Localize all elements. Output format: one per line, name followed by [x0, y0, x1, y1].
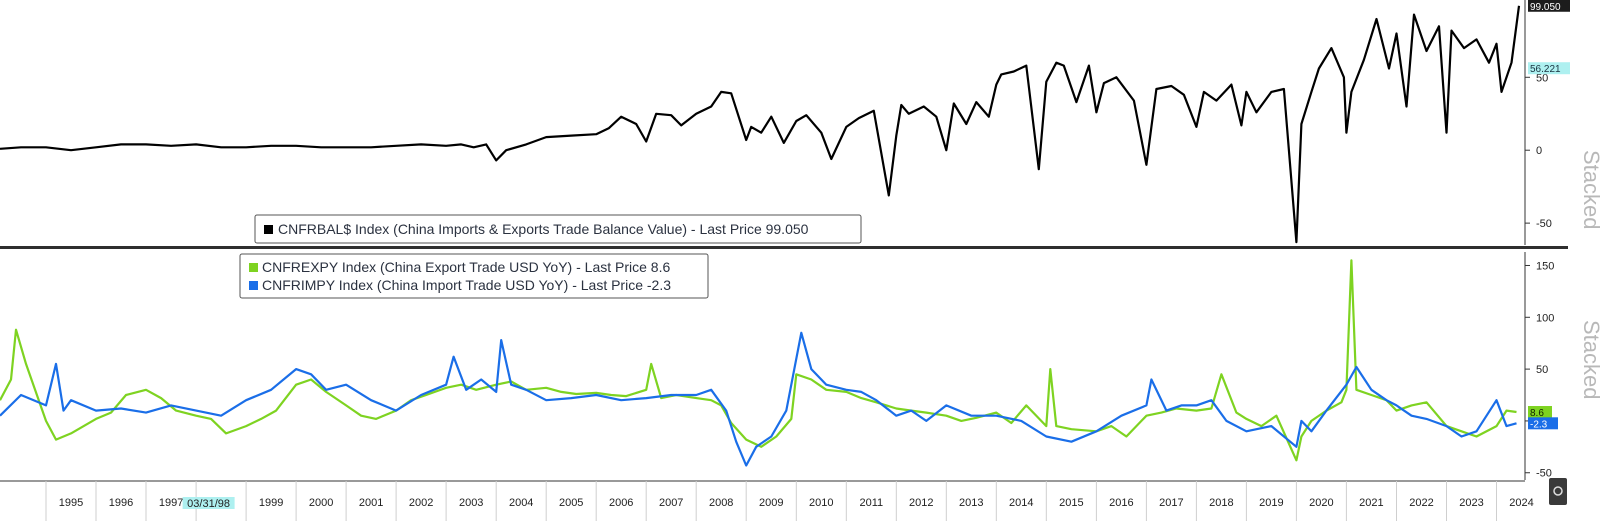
bottom-y-tick-label: 50: [1536, 364, 1548, 376]
x-tick-label: 1999: [259, 497, 283, 509]
series-line-cnfrbal: [0, 5, 1521, 244]
top-y-tick-label: 50: [1536, 72, 1548, 84]
x-tick-label: 2012: [909, 497, 933, 509]
import-legend-label: CNFRIMPY Index (China Import Trade USD Y…: [262, 277, 671, 293]
top-legend-label: CNFRBAL$ Index (China Imports & Exports …: [278, 221, 809, 237]
top-value-badge: [1528, 62, 1570, 75]
corner-button[interactable]: [1549, 478, 1567, 505]
bottom-y-axis: -500501001508.6-2.3: [1524, 252, 1558, 480]
x-tick-label: 2006: [609, 497, 633, 509]
top-y-axis: -50 0 50 99.050 56.221: [1524, 0, 1570, 245]
bottom-y-tick-label: -50: [1536, 468, 1552, 480]
x-tick-label: 2016: [1109, 497, 1133, 509]
export-legend-swatch: [249, 263, 258, 272]
panel-bottom: -500501001508.6-2.3 Stacked CNFREXPY Ind…: [0, 252, 1604, 480]
x-tick-label: 1997: [159, 497, 183, 509]
x-tick-label: 2019: [1259, 497, 1283, 509]
x-highlight-badge: [182, 497, 235, 509]
x-tick-label: 2013: [959, 497, 983, 509]
top-series-layer: [0, 5, 1521, 244]
x-tick-label: 2015: [1059, 497, 1083, 509]
x-tick-label: 2001: [359, 497, 383, 509]
x-tick-label: 2018: [1209, 497, 1233, 509]
x-highlight-label: 03/31/98: [187, 498, 230, 510]
x-tick-label: 2017: [1159, 497, 1183, 509]
x-axis: 1995199619971998199920002001200220032004…: [0, 480, 1534, 521]
x-tick-label: 2005: [559, 497, 583, 509]
series-line-cnfrexpy: [0, 259, 1517, 462]
corner-button-icon: [1553, 486, 1563, 496]
x-tick-label: 2004: [509, 497, 533, 509]
corner-button-box: [1549, 478, 1567, 505]
top-legend-box: [254, 214, 862, 244]
panel-top: -50 0 50 99.050 56.221 Stacked CNFRBAL$ Inde…: [0, 0, 1604, 245]
x-tick-label: 2014: [1009, 497, 1033, 509]
x-tick-label: 2024: [1509, 497, 1533, 509]
top-y-tick-label: 0: [1536, 145, 1542, 157]
x-tick-label: 2000: [309, 497, 333, 509]
top-value-badge-label: 56.221: [1530, 64, 1561, 75]
x-tick-label: 2021: [1359, 497, 1383, 509]
x-tick-label: 2023: [1459, 497, 1483, 509]
import-legend-swatch: [249, 281, 258, 290]
x-tick-label: 2011: [859, 497, 883, 509]
bottom-legend: CNFREXPY Index (China Export Trade USD Y…: [239, 253, 709, 299]
top-y-tick-label: -50: [1536, 218, 1552, 230]
bottom-value-badge-label: 8.6: [1530, 408, 1544, 419]
x-tick-label: 2007: [659, 497, 683, 509]
x-tick-label: 2002: [409, 497, 433, 509]
export-legend-label: CNFREXPY Index (China Export Trade USD Y…: [262, 259, 670, 275]
x-tick-label: 2022: [1409, 497, 1433, 509]
top-value-badge-label: 99.050: [1530, 2, 1561, 13]
top-stacked-label: Stacked: [1579, 150, 1604, 230]
top-legend: CNFRBAL$ Index (China Imports & Exports …: [254, 214, 862, 244]
panel-divider: [0, 246, 1568, 249]
bottom-value-badge: [1528, 406, 1552, 419]
bottom-legend-box: [239, 253, 709, 299]
x-tick-label: 2009: [759, 497, 783, 509]
bottom-stacked-label: Stacked: [1579, 320, 1604, 400]
bottom-y-tick-label: 150: [1536, 260, 1554, 272]
x-tick-label: 2008: [709, 497, 733, 509]
top-legend-swatch: [264, 225, 273, 234]
x-tick-label: 2003: [459, 497, 483, 509]
x-tick-label: 1996: [109, 497, 133, 509]
x-tick-label: 2010: [809, 497, 833, 509]
bottom-value-badge-label: -2.3: [1530, 419, 1548, 430]
bottom-series-layer: [0, 259, 1517, 467]
series-line-cnfrimpy: [0, 331, 1517, 467]
x-tick-label: 2020: [1309, 497, 1333, 509]
top-value-badge: [1528, 0, 1570, 12]
bottom-value-badge: [1528, 417, 1558, 430]
x-tick-label: 1995: [59, 497, 83, 509]
bottom-y-tick-label: 100: [1536, 312, 1554, 324]
